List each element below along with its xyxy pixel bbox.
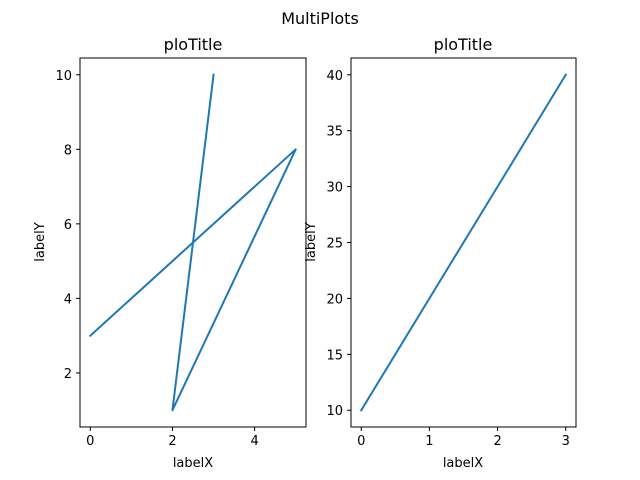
subplot-right-xtick-label-0: 0 xyxy=(357,434,365,449)
subplot-left-xlabel: labelX xyxy=(173,456,213,471)
subplot-right-ytick-label-4: 30 xyxy=(326,181,343,196)
subplot-right-xtick-label-2: 2 xyxy=(493,434,501,449)
subplot-right-ytick-label-3: 25 xyxy=(326,237,343,252)
subplot-right-ytick-label-6: 40 xyxy=(326,69,343,84)
subplot-left-ytick-label-2: 6 xyxy=(64,218,72,233)
subplot-right-xtick-label-1: 1 xyxy=(425,434,433,449)
subplot-left-ylabel: labelY xyxy=(33,222,48,261)
subplot-right: ploTitle labelX labelY 0 1 2 3 10 15 20 25 30 35 4… xyxy=(304,35,577,471)
subplot-right-ylabel: labelY xyxy=(304,222,319,261)
subplot-left-xtick-label-0: 0 xyxy=(86,434,94,449)
subplot-left-ytick-label-0: 2 xyxy=(64,367,72,382)
subplot-right-series-line-0 xyxy=(359,73,568,412)
subplot-left-xtick-label-2: 4 xyxy=(250,434,258,449)
subplot-left-xtick-label-1: 2 xyxy=(168,434,176,449)
subplot-right-xtick-label-3: 3 xyxy=(562,434,570,449)
subplot-left-series-line-0 xyxy=(88,73,297,412)
subplot-left-title: ploTitle xyxy=(164,35,223,54)
subplot-right-ytick-label-2: 20 xyxy=(326,292,343,307)
subplot-left-ytick-label-4: 10 xyxy=(55,69,72,84)
subplot-left-axes-frame xyxy=(79,57,307,428)
subplot-right-ytick-label-5: 35 xyxy=(326,125,343,140)
subplot-left-ytick-label-3: 8 xyxy=(64,143,72,158)
figure-suptitle: MultiPlots xyxy=(281,9,359,28)
subplot-right-title: ploTitle xyxy=(434,35,493,54)
subplot-right-ytick-label-0: 10 xyxy=(326,404,343,419)
subplot-left-ytick-label-1: 4 xyxy=(64,292,72,307)
subplot-right-ytick-label-1: 15 xyxy=(326,348,343,363)
subplot-left: ploTitle labelX labelY 0 2 4 2 4 6 8 10 xyxy=(33,35,307,471)
subplot-right-xlabel: labelX xyxy=(443,456,483,471)
